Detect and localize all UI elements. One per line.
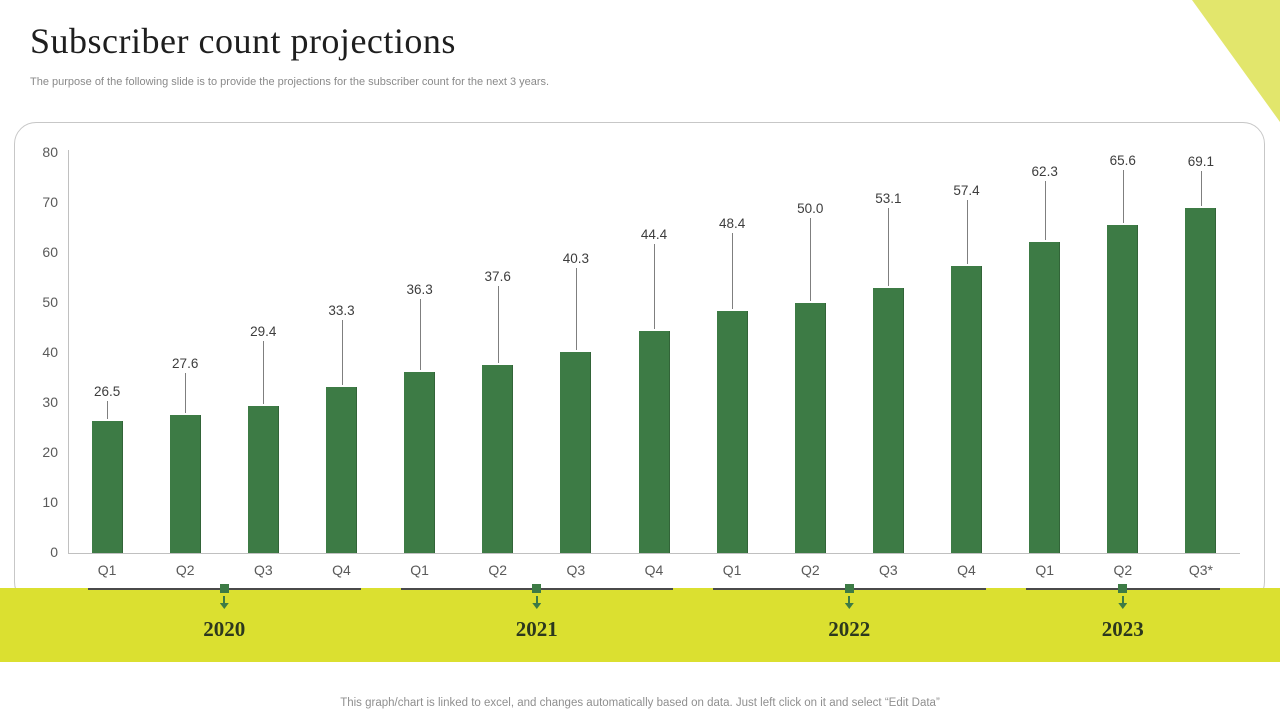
bar-q4-3[interactable]	[326, 386, 357, 553]
value-leader-line	[732, 233, 734, 309]
down-arrow-head-icon	[219, 603, 229, 609]
y-axis-tick-label: 60	[42, 244, 58, 260]
value-leader-line	[1122, 170, 1124, 223]
bar-q4-11[interactable]	[951, 266, 982, 553]
y-axis-tick-label: 0	[50, 544, 58, 560]
value-leader-line	[966, 200, 968, 264]
footer-note: This graph/chart is linked to excel, and…	[340, 697, 940, 709]
y-axis-tick-label: 40	[42, 344, 58, 360]
x-axis-quarter-label: Q1	[1035, 562, 1055, 578]
y-axis-line	[68, 150, 69, 553]
value-leader-line	[1200, 171, 1202, 206]
bar-value-label: 57.4	[953, 183, 980, 198]
value-leader-line	[888, 208, 890, 286]
value-leader-line	[497, 286, 499, 363]
bar-value-label: 62.3	[1031, 164, 1058, 179]
bar-q3-2[interactable]	[247, 406, 279, 553]
value-leader-line	[185, 373, 187, 413]
down-arrow-head-icon	[532, 603, 542, 609]
value-leader-line	[263, 341, 265, 404]
down-arrow-icon	[1121, 596, 1124, 603]
bar-value-label: 26.5	[93, 384, 121, 399]
x-axis-quarter-label: Q1	[722, 562, 742, 578]
bar-value-label: 65.6	[1109, 153, 1136, 168]
year-label-2021: 2021	[515, 617, 558, 641]
y-axis-tick-label: 20	[42, 444, 58, 460]
page-subtitle: The purpose of the following slide is to…	[30, 76, 550, 88]
bar-q1-4[interactable]	[404, 371, 436, 553]
bar-value-label: 27.6	[172, 356, 199, 371]
x-axis-quarter-label: Q3*	[1188, 562, 1213, 578]
bar-value-label: 69.1	[1187, 154, 1215, 169]
x-axis-quarter-label: Q4	[332, 562, 351, 578]
x-axis-quarter-label: Q2	[175, 562, 195, 578]
bar-value-label: 50.0	[797, 201, 824, 216]
x-axis-quarter-label: Q2	[800, 562, 820, 578]
year-label-2020: 2020	[203, 617, 246, 641]
x-axis-quarter-label: Q1	[410, 562, 429, 578]
x-axis-quarter-label: Q3	[253, 562, 273, 578]
bar-q3-6[interactable]	[560, 351, 592, 553]
x-axis-quarter-label: Q1	[97, 562, 117, 578]
down-arrow-icon	[848, 596, 851, 603]
bar-value-label: 36.3	[406, 282, 433, 297]
value-leader-line	[341, 320, 343, 385]
bar-q3-14[interactable]	[1185, 207, 1217, 553]
bar-q1-8[interactable]	[716, 311, 748, 553]
value-leader-line	[810, 218, 812, 301]
x-axis-quarter-label: Q2	[1113, 562, 1133, 578]
x-axis-quarter-label: Q2	[488, 562, 508, 578]
year-marker-square	[1118, 584, 1128, 593]
year-label-2022: 2022	[828, 617, 871, 641]
bar-value-label: 53.1	[875, 191, 902, 206]
year-marker-square	[844, 584, 854, 593]
bar-value-label: 29.4	[250, 324, 277, 339]
down-arrow-head-icon	[844, 603, 854, 609]
y-axis-tick-label: 70	[42, 194, 58, 210]
year-marker-square	[219, 584, 229, 593]
value-leader-line	[1044, 181, 1046, 240]
value-leader-line	[575, 268, 577, 350]
bar-q3-10[interactable]	[872, 287, 904, 553]
bar-q4-7[interactable]	[638, 331, 670, 553]
bar-q1-0[interactable]	[91, 420, 123, 553]
down-arrow-head-icon	[1118, 603, 1128, 609]
bar-q2-1[interactable]	[169, 415, 201, 553]
bar-q2-5[interactable]	[482, 365, 514, 553]
bar-value-label: 33.3	[328, 303, 355, 318]
down-arrow-icon	[535, 596, 538, 603]
y-axis-tick-label: 10	[42, 494, 58, 510]
year-label-2023: 2023	[1101, 617, 1144, 641]
bar-value-label: 48.4	[718, 216, 746, 231]
y-axis-tick-label: 30	[42, 394, 58, 410]
bar-value-label: 44.4	[640, 227, 668, 242]
bar-q2-13[interactable]	[1107, 225, 1139, 553]
x-axis-quarter-label: Q3	[879, 562, 898, 578]
y-axis-tick-label: 50	[42, 294, 58, 310]
page-title: Subscriber count projections	[30, 21, 456, 61]
x-axis-quarter-label: Q4	[957, 562, 976, 578]
x-axis-line	[68, 553, 1240, 554]
x-axis-quarter-label: Q3	[566, 562, 586, 578]
year-marker-square	[532, 584, 542, 593]
down-arrow-icon	[223, 596, 226, 603]
bar-q1-12[interactable]	[1029, 241, 1061, 553]
value-leader-line	[419, 299, 421, 370]
y-axis-tick-label: 80	[42, 144, 58, 160]
bar-q2-9[interactable]	[794, 303, 826, 553]
bar-value-label: 37.6	[484, 269, 511, 284]
x-axis-quarter-label: Q4	[644, 562, 664, 578]
bar-value-label: 40.3	[562, 251, 590, 266]
value-leader-line	[107, 401, 109, 419]
year-accent-band	[0, 588, 1280, 662]
value-leader-line	[654, 244, 655, 329]
